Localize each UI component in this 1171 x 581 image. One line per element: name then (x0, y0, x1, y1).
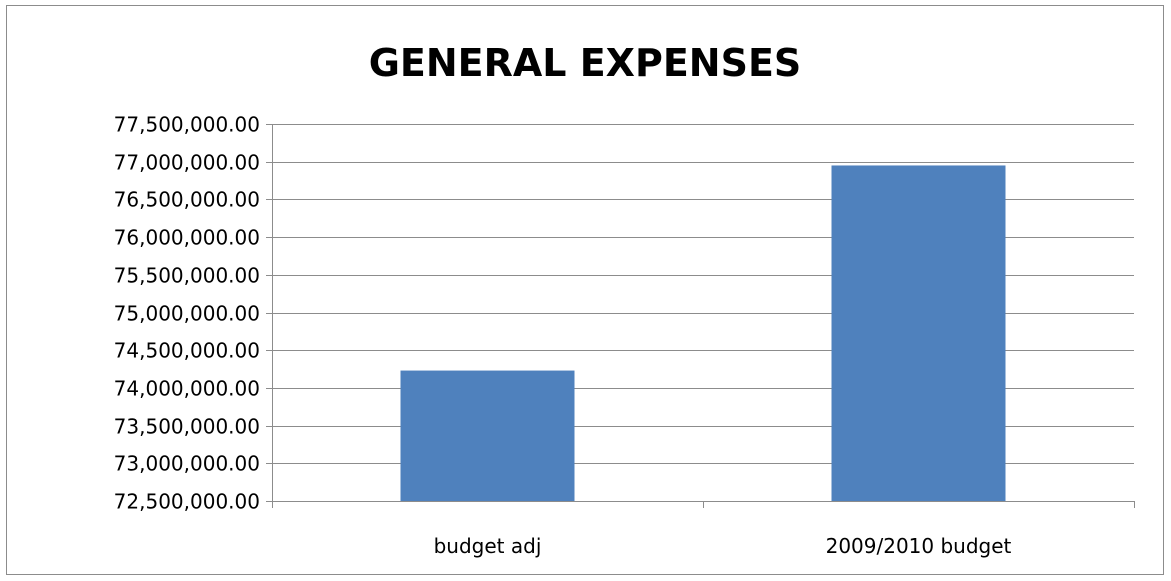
y-tick-label: 77,000,000.00 (114, 151, 260, 175)
y-tick-label: 77,500,000.00 (114, 113, 260, 137)
y-tick-label: 74,000,000.00 (114, 377, 260, 401)
y-tick-label: 72,500,000.00 (114, 490, 260, 514)
x-axis-category-labels: budget adj 2009/2010 budget (434, 534, 1012, 558)
y-axis-tick-labels: 72,500,000.00 73,000,000.00 73,500,000.00 7… (114, 113, 260, 514)
y-tick-label: 73,500,000.00 (114, 415, 260, 439)
chart-title: GENERAL EXPENSES (369, 41, 802, 85)
y-tick-label: 75,500,000.00 (114, 264, 260, 288)
y-tick-label: 73,000,000.00 (114, 452, 260, 476)
y-tick-label: 75,000,000.00 (114, 302, 260, 326)
x-category-label: 2009/2010 budget (826, 534, 1012, 558)
axes (266, 124, 1135, 508)
y-tick-label: 76,000,000.00 (114, 226, 260, 250)
x-category-label: budget adj (434, 534, 542, 558)
y-tick-label: 74,500,000.00 (114, 339, 260, 363)
bars (400, 165, 1006, 501)
bar-budget-adj (400, 370, 575, 501)
bar-2009-2010-budget (831, 165, 1006, 501)
y-tick-label: 76,500,000.00 (114, 188, 260, 212)
